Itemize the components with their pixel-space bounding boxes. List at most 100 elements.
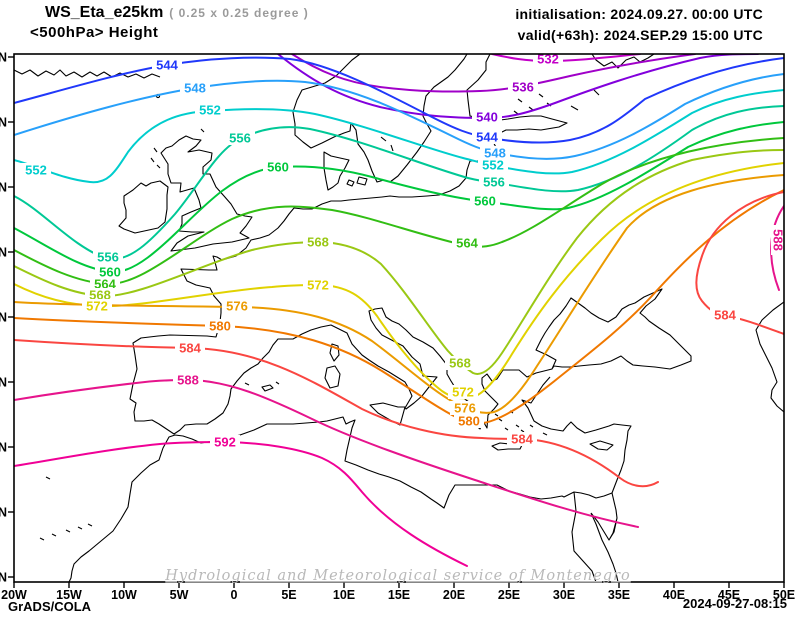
svg-text:576: 576 <box>454 401 476 416</box>
contour-580 <box>14 189 784 425</box>
svg-text:544: 544 <box>156 58 178 73</box>
x-tick-label: 10E <box>333 588 355 602</box>
contour-label-560: 560 <box>470 194 500 209</box>
map-frame <box>13 53 785 583</box>
svg-text:552: 552 <box>199 103 221 118</box>
balearic-islands <box>244 381 280 392</box>
svg-text:572: 572 <box>86 299 108 314</box>
creation-timestamp: 2024-09-27-08:15 <box>682 596 787 611</box>
watermark: Hydrological and Meteorological service … <box>164 568 630 584</box>
contour-label-564: 564 <box>452 236 482 251</box>
svg-text:552: 552 <box>25 163 47 178</box>
contour-label-592: 592 <box>210 435 240 450</box>
svg-text:544: 544 <box>476 130 498 145</box>
contour-564 <box>14 137 784 286</box>
contour-label-548: 548 <box>480 146 510 161</box>
x-tick-label: 45E <box>718 588 740 602</box>
x-tick-label: 10W <box>111 588 137 602</box>
contour-label-560: 560 <box>263 160 293 175</box>
run-info-block: initialisation: 2024.09.27. 00:00 UTC va… <box>515 4 763 46</box>
svg-text:576: 576 <box>226 299 248 314</box>
contour-label-560: 560 <box>95 265 125 280</box>
contour-576 <box>14 174 784 414</box>
x-tick-label: 30E <box>553 588 575 602</box>
field-name: <500hPa> Height <box>30 24 159 41</box>
y-tick-label: N <box>0 181 7 195</box>
y-tick-label: N <box>0 571 7 585</box>
svg-text:532: 532 <box>537 52 559 67</box>
contour-label-556: 556 <box>93 250 123 265</box>
cyprus <box>589 440 614 451</box>
contour-label-584: 584 <box>507 432 537 447</box>
x-tick-label: 20W <box>1 588 27 602</box>
grads-credit: GrADS/COLA <box>8 599 92 614</box>
contour-label-576: 576 <box>450 401 480 416</box>
title-block: WS_Eta_e25km ( 0.25 x 0.25 degree ) <500h… <box>30 3 309 43</box>
svg-text:556: 556 <box>97 250 119 265</box>
contour-532 <box>491 54 641 63</box>
sardinia <box>324 365 341 389</box>
contour-label-580: 580 <box>205 319 235 334</box>
contour-552 <box>14 89 784 184</box>
contour-label-584: 584 <box>710 308 740 323</box>
contour-label-584: 584 <box>175 341 205 356</box>
svg-text:592: 592 <box>214 435 236 450</box>
turkey-levant-africa-coastline <box>68 376 632 582</box>
initialisation-time: initialisation: 2024.09.27. 00:00 UTC <box>515 6 763 22</box>
svg-text:584: 584 <box>179 341 201 356</box>
svg-text:568: 568 <box>449 356 471 371</box>
contour-label-552: 552 <box>478 158 508 173</box>
model-resolution: ( 0.25 x 0.25 degree ) <box>169 6 309 20</box>
x-tick-label: 15W <box>56 588 82 602</box>
svg-text:548: 548 <box>184 81 206 96</box>
canary-madeira-islands <box>39 476 93 541</box>
contour-label-588: 588 <box>173 373 203 388</box>
y-tick-label: N <box>0 116 7 130</box>
svg-text:560: 560 <box>267 160 289 175</box>
contour-label-544: 544 <box>152 58 182 73</box>
contour-584-east <box>695 191 784 335</box>
x-tick-label: 0 <box>231 588 238 602</box>
contour-label-536: 536 <box>508 80 538 95</box>
contour-540 <box>277 54 759 120</box>
contour-label-556: 556 <box>479 175 509 190</box>
sinai-red-sea-nile <box>571 491 619 582</box>
y-tick-label: N <box>0 311 7 325</box>
svg-text:588: 588 <box>771 229 786 251</box>
svg-text:560: 560 <box>99 265 121 280</box>
x-tick-label: 15E <box>388 588 410 602</box>
contour-536 <box>291 54 696 93</box>
x-tick-label: 5W <box>170 588 189 602</box>
contour-556 <box>14 105 784 261</box>
contour-label-576: 576 <box>222 299 252 314</box>
contour-572 <box>14 162 784 400</box>
contour-568 <box>14 149 784 375</box>
svg-text:584: 584 <box>511 432 533 447</box>
svg-text:536: 536 <box>512 80 534 95</box>
svg-text:584: 584 <box>714 308 736 323</box>
contour-584-west <box>14 339 659 488</box>
svg-text:556: 556 <box>483 175 505 190</box>
y-tick-label: N <box>0 376 7 390</box>
contour-label-548: 548 <box>180 81 210 96</box>
contour-label-572: 572 <box>82 299 112 314</box>
caspian-coastline <box>755 301 784 413</box>
contour-label-572: 572 <box>303 278 333 293</box>
contour-label-556: 556 <box>225 131 255 146</box>
iceland-coastline <box>14 69 161 79</box>
svg-text:548: 548 <box>484 146 506 161</box>
svg-text:564: 564 <box>94 277 116 292</box>
svg-text:540: 540 <box>476 110 498 125</box>
svg-text:556: 556 <box>229 131 251 146</box>
y-tick-label: N <box>0 246 7 260</box>
svg-text:568: 568 <box>89 288 111 303</box>
contour-label-544: 544 <box>472 130 502 145</box>
black-sea-coastline <box>535 288 692 370</box>
great-britain-coastline <box>160 135 253 252</box>
svg-text:588: 588 <box>177 373 199 388</box>
contour-592 <box>14 440 468 567</box>
svg-text:552: 552 <box>482 158 504 173</box>
x-tick-label: 20E <box>443 588 465 602</box>
denmark-coastline <box>323 151 368 191</box>
contour-label-552: 552 <box>21 163 51 178</box>
